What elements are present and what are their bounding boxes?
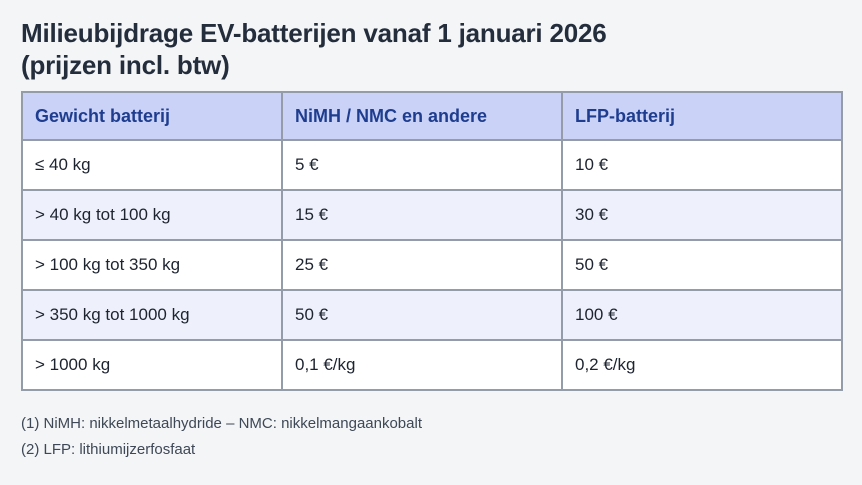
- cell-nimh-price: 50 €: [281, 289, 563, 341]
- cell-nimh-price: 15 €: [281, 189, 563, 241]
- cell-weight: ≤ 40 kg: [21, 139, 283, 191]
- cell-lfp-price: 100 €: [561, 289, 843, 341]
- table-header-row: Gewicht batterij NiMH / NMC en andere LF…: [21, 91, 843, 141]
- cell-nimh-price: 5 €: [281, 139, 563, 191]
- table-row: > 350 kg tot 1000 kg 50 € 100 €: [21, 289, 843, 341]
- cell-nimh-price: 0,1 €/kg: [281, 339, 563, 391]
- cell-lfp-price: 50 €: [561, 239, 843, 291]
- page: Milieubijdrage EV-batterijen vanaf 1 jan…: [21, 17, 843, 463]
- footnote-nimh-nmc: (1) NiMH: nikkelmetaalhydride – NMC: nik…: [21, 415, 422, 432]
- cell-weight: > 350 kg tot 1000 kg: [21, 289, 283, 341]
- footnotes: (1) NiMH: nikkelmetaalhydride – NMC: nik…: [21, 411, 841, 463]
- page-title-line1: Milieubijdrage EV-batterijen vanaf 1 jan…: [21, 18, 607, 48]
- page-title: Milieubijdrage EV-batterijen vanaf 1 jan…: [21, 17, 841, 81]
- header-cell-nimh-nmc: NiMH / NMC en andere: [281, 91, 563, 141]
- cell-lfp-price: 10 €: [561, 139, 843, 191]
- cell-lfp-price: 0,2 €/kg: [561, 339, 843, 391]
- cell-nimh-price: 25 €: [281, 239, 563, 291]
- cell-weight: > 100 kg tot 350 kg: [21, 239, 283, 291]
- battery-contribution-table: Gewicht batterij NiMH / NMC en andere LF…: [21, 91, 843, 391]
- cell-lfp-price: 30 €: [561, 189, 843, 241]
- table-row: > 100 kg tot 350 kg 25 € 50 €: [21, 239, 843, 291]
- table-row: > 40 kg tot 100 kg 15 € 30 €: [21, 189, 843, 241]
- cell-weight: > 1000 kg: [21, 339, 283, 391]
- header-cell-battery-weight: Gewicht batterij: [21, 91, 283, 141]
- table-row: ≤ 40 kg 5 € 10 €: [21, 139, 843, 191]
- header-cell-lfp: LFP-batterij: [561, 91, 843, 141]
- footnote-lfp: (2) LFP: lithiumijzerfosfaat: [21, 441, 196, 458]
- cell-weight: > 40 kg tot 100 kg: [21, 189, 283, 241]
- table-row: > 1000 kg 0,1 €/kg 0,2 €/kg: [21, 339, 843, 391]
- page-title-line2: (prijzen incl. btw): [21, 50, 230, 80]
